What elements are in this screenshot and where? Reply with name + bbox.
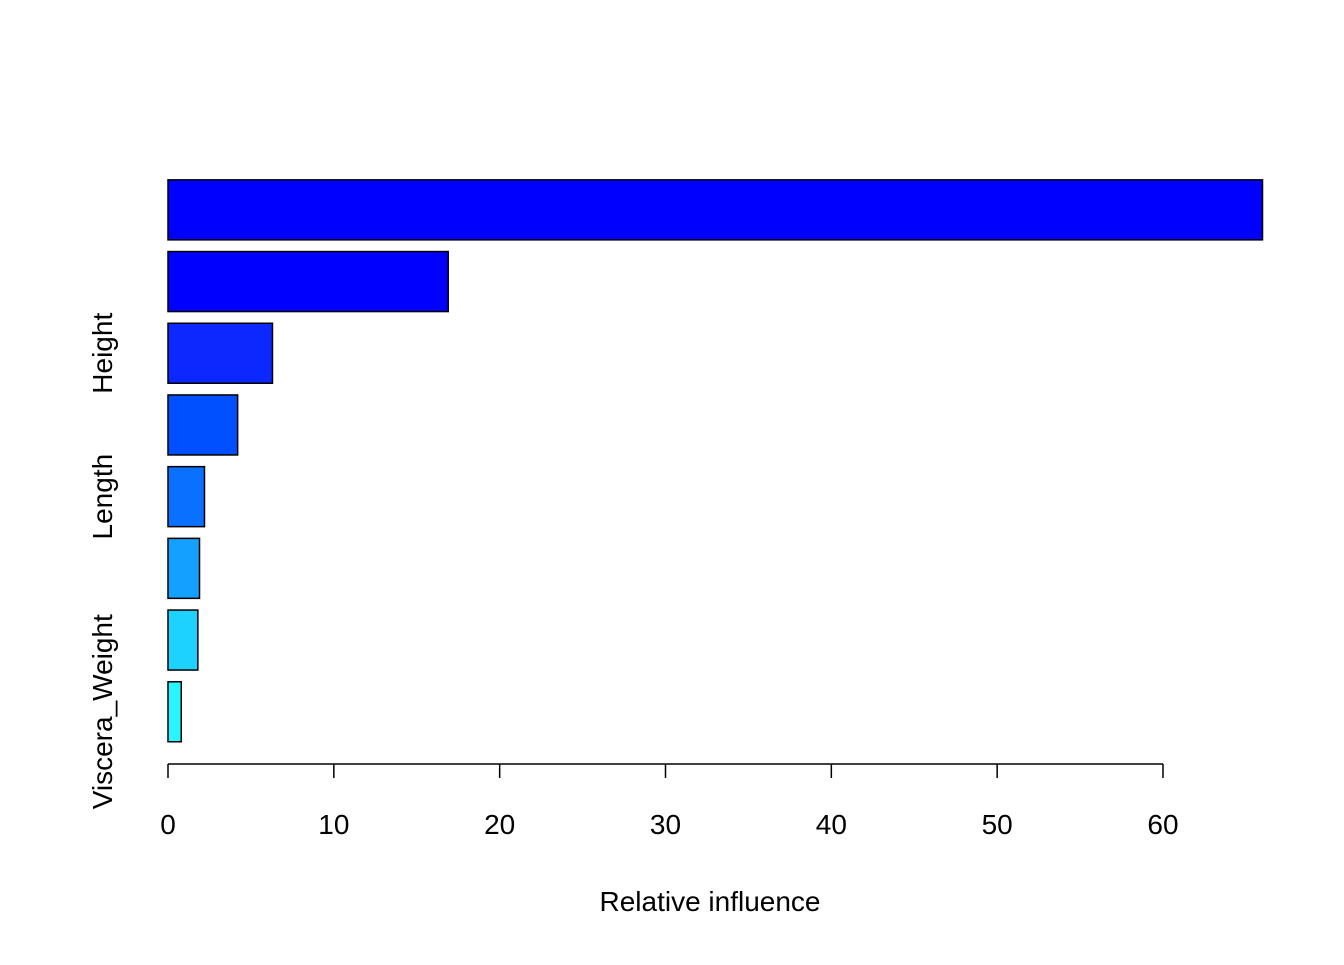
bar [167,322,274,384]
bar [167,537,201,600]
x-tick-label: 50 [982,809,1013,840]
y-tick-label: Viscera_Weight [87,614,118,809]
x-tick-label: 0 [160,809,176,840]
y-tick-label: Length [87,454,118,540]
bar [167,465,206,528]
bar [167,179,1264,241]
x-tick-label: 30 [650,809,681,840]
x-axis-label: Relative influence [599,886,820,917]
y-tick-label: Height [87,313,118,394]
x-tick-label: 20 [484,809,515,840]
bar [167,250,450,313]
bar [167,609,199,671]
x-tick-label: 40 [816,809,847,840]
x-tick-label: 10 [318,809,349,840]
x-tick-label: 60 [1147,809,1178,840]
bar [167,394,239,456]
bar [167,681,183,743]
